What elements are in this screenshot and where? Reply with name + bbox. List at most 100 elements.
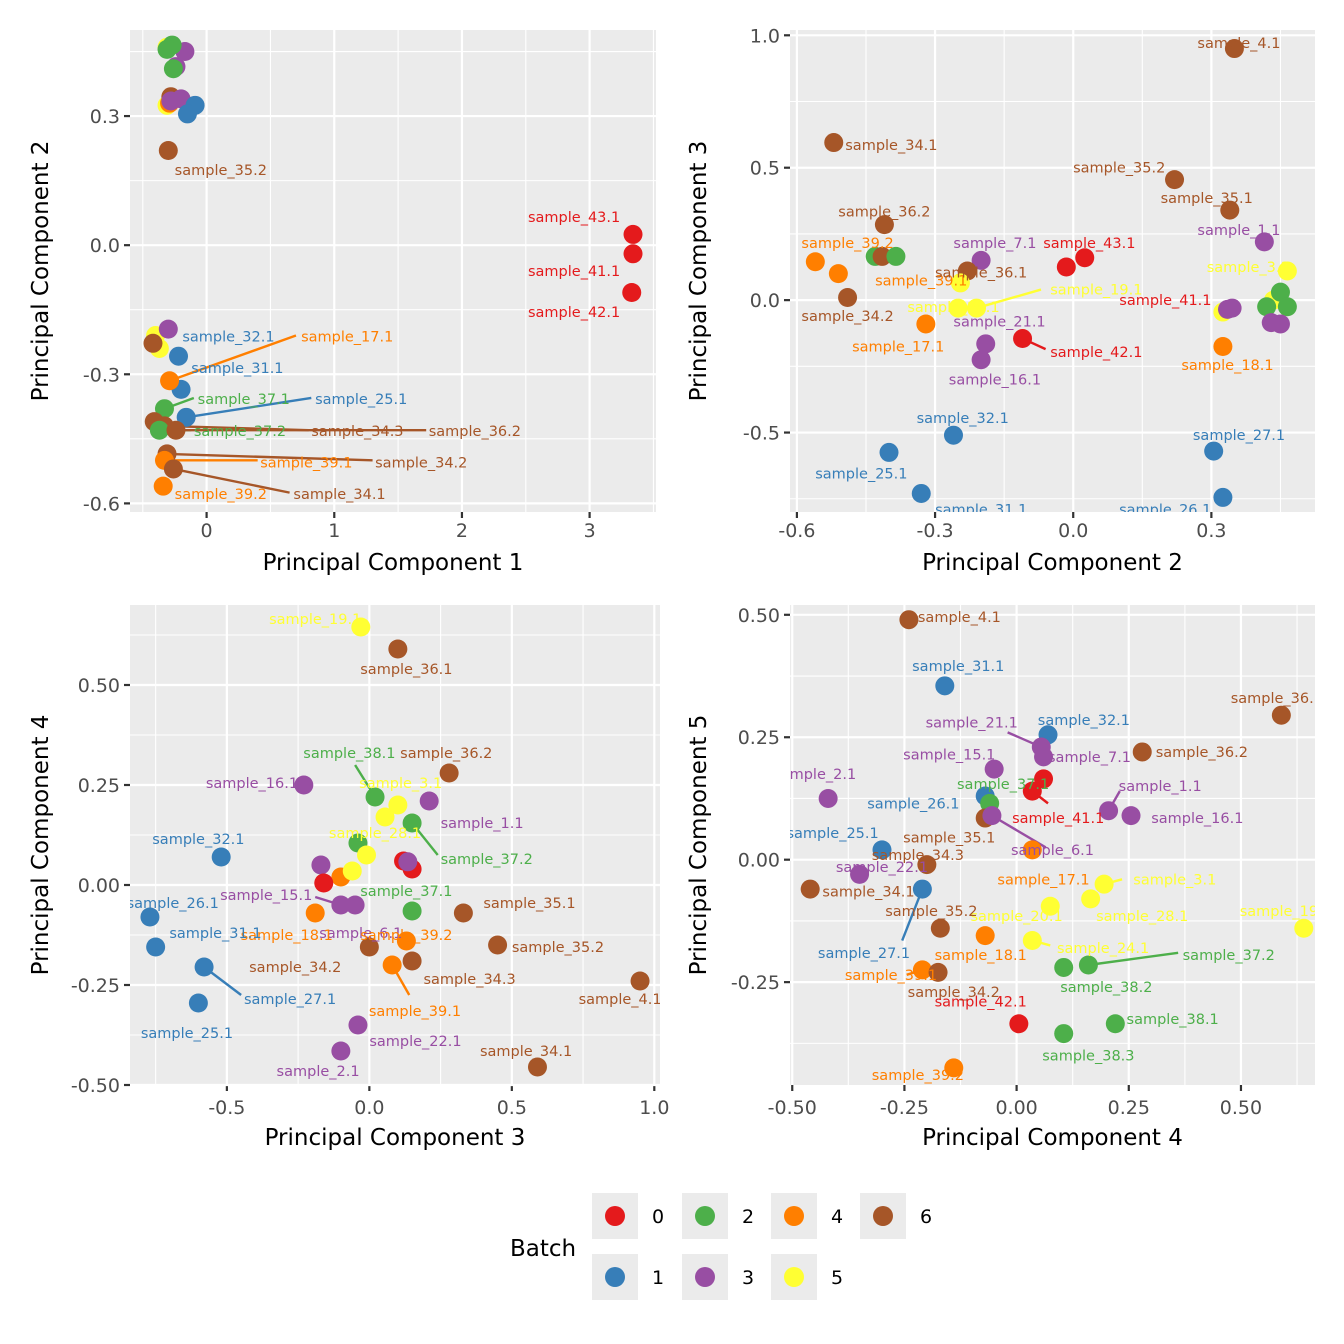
data-point-batch-6[interactable] <box>930 918 950 938</box>
data-point-batch-3[interactable] <box>984 759 1004 779</box>
data-point-batch-4[interactable] <box>944 1058 964 1078</box>
data-point-batch-6[interactable] <box>163 459 183 479</box>
data-point-batch-3[interactable] <box>419 791 439 811</box>
data-point-batch-1[interactable] <box>188 993 208 1013</box>
data-point-batch-2[interactable] <box>365 787 385 807</box>
data-point-batch-1[interactable] <box>169 346 189 366</box>
data-point-batch-5[interactable] <box>351 617 371 637</box>
data-point-batch-3[interactable] <box>331 1041 351 1061</box>
data-point-batch-2[interactable] <box>163 59 183 79</box>
data-point-batch-2[interactable] <box>1054 957 1074 977</box>
data-point-batch-3[interactable] <box>1222 298 1242 318</box>
data-point-batch-6[interactable] <box>166 420 186 440</box>
data-point-batch-1[interactable] <box>879 442 899 462</box>
data-point-batch-6[interactable] <box>1271 705 1291 725</box>
data-point-batch-2[interactable] <box>1054 1024 1074 1044</box>
data-point-batch-6[interactable] <box>527 1057 547 1077</box>
data-point-batch-4[interactable] <box>382 955 402 975</box>
data-point-batch-6[interactable] <box>1165 170 1185 190</box>
data-point-batch-3[interactable] <box>1099 801 1119 821</box>
data-point-batch-5[interactable] <box>1294 918 1314 938</box>
data-point-batch-1[interactable] <box>935 676 955 696</box>
data-point-batch-3[interactable] <box>294 775 314 795</box>
data-point-batch-2[interactable] <box>1270 282 1290 302</box>
data-point-batch-0[interactable] <box>1034 769 1054 789</box>
data-point-batch-6[interactable] <box>402 951 422 971</box>
data-point-batch-6[interactable] <box>1220 200 1240 220</box>
data-point-batch-0[interactable] <box>1075 248 1095 268</box>
data-point-batch-0[interactable] <box>1009 1014 1029 1034</box>
data-point-batch-3[interactable] <box>345 895 365 915</box>
data-point-batch-4[interactable] <box>153 476 173 496</box>
data-point-batch-0[interactable] <box>623 244 643 264</box>
data-point-batch-3[interactable] <box>1254 232 1274 252</box>
data-point-batch-1[interactable] <box>146 937 166 957</box>
data-point-batch-5[interactable] <box>375 807 395 827</box>
data-point-batch-5[interactable] <box>342 861 362 881</box>
data-point-batch-0[interactable] <box>1013 329 1033 349</box>
data-point-batch-6[interactable] <box>1224 39 1244 59</box>
data-point-batch-4[interactable] <box>916 314 936 334</box>
legend-item-batch-5[interactable]: 5 <box>771 1254 843 1300</box>
data-point-batch-3[interactable] <box>331 895 351 915</box>
data-point-batch-1[interactable] <box>911 483 931 503</box>
data-point-batch-6[interactable] <box>872 246 892 266</box>
data-point-batch-6[interactable] <box>928 962 948 982</box>
data-point-batch-2[interactable] <box>402 813 422 833</box>
data-point-batch-0[interactable] <box>622 283 642 303</box>
data-point-batch-6[interactable] <box>800 879 820 899</box>
data-point-batch-3[interactable] <box>1034 747 1054 767</box>
data-point-batch-6[interactable] <box>388 639 408 659</box>
data-point-batch-6[interactable] <box>630 971 650 991</box>
data-point-batch-5[interactable] <box>1022 931 1042 951</box>
data-point-batch-1[interactable] <box>211 847 231 867</box>
data-point-batch-4[interactable] <box>396 931 416 951</box>
data-point-batch-6[interactable] <box>359 937 379 957</box>
data-point-batch-6[interactable] <box>838 287 858 307</box>
data-point-batch-3[interactable] <box>158 319 178 339</box>
data-point-batch-5[interactable] <box>1094 874 1114 894</box>
data-point-batch-6[interactable] <box>158 141 178 160</box>
data-point-batch-5[interactable] <box>388 795 408 815</box>
data-point-batch-1[interactable] <box>872 840 892 860</box>
data-point-batch-3[interactable] <box>971 350 991 370</box>
data-point-batch-2[interactable] <box>886 246 906 266</box>
data-point-batch-1[interactable] <box>1204 441 1224 461</box>
data-point-batch-1[interactable] <box>177 104 197 124</box>
data-point-batch-0[interactable] <box>623 224 643 244</box>
data-point-batch-1[interactable] <box>943 425 963 445</box>
data-point-batch-4[interactable] <box>1213 336 1233 356</box>
data-point-batch-2[interactable] <box>1105 1014 1125 1034</box>
data-point-batch-4[interactable] <box>305 903 325 923</box>
data-point-batch-3[interactable] <box>311 855 331 875</box>
data-point-batch-6[interactable] <box>439 763 459 783</box>
data-point-batch-4[interactable] <box>912 960 932 980</box>
data-point-batch-6[interactable] <box>143 333 163 353</box>
data-point-batch-3[interactable] <box>982 806 1002 826</box>
data-point-batch-1[interactable] <box>194 957 214 977</box>
data-point-batch-3[interactable] <box>818 788 838 808</box>
data-point-batch-1[interactable] <box>140 907 160 927</box>
data-point-batch-1[interactable] <box>1213 487 1233 507</box>
data-point-batch-3[interactable] <box>1270 314 1290 334</box>
data-point-batch-2[interactable] <box>149 420 169 440</box>
data-point-batch-5[interactable] <box>950 273 970 293</box>
data-point-batch-5[interactable] <box>967 298 987 318</box>
legend-item-batch-3[interactable]: 3 <box>682 1254 754 1300</box>
data-point-batch-5[interactable] <box>1081 889 1101 909</box>
data-point-batch-4[interactable] <box>1022 840 1042 860</box>
data-point-batch-6[interactable] <box>1132 742 1152 762</box>
data-point-batch-3[interactable] <box>161 91 181 111</box>
legend-item-batch-0[interactable]: 0 <box>592 1193 664 1239</box>
data-point-batch-4[interactable] <box>975 926 995 946</box>
data-point-batch-2[interactable] <box>157 39 177 59</box>
data-point-batch-3[interactable] <box>971 250 991 270</box>
data-point-batch-3[interactable] <box>976 334 996 354</box>
data-point-batch-6[interactable] <box>488 935 508 955</box>
legend-item-batch-4[interactable]: 4 <box>771 1193 843 1239</box>
data-point-batch-4[interactable] <box>160 371 180 391</box>
data-point-batch-0[interactable] <box>314 873 334 893</box>
data-point-batch-5[interactable] <box>357 845 377 865</box>
data-point-batch-2[interactable] <box>1277 297 1297 317</box>
data-point-batch-0[interactable] <box>1022 781 1042 801</box>
